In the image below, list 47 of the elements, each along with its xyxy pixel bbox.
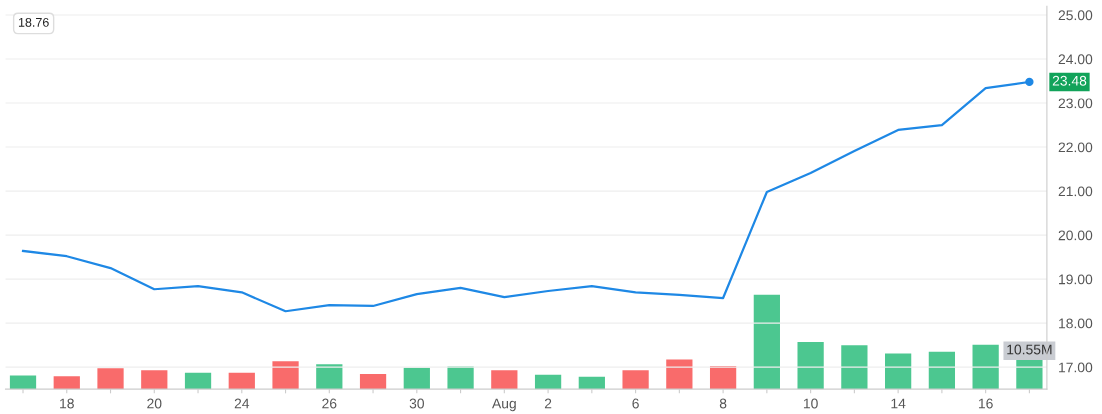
x-tick-label: 16 [978,398,993,409]
x-tick-label: 24 [234,398,250,409]
bar [184,372,212,390]
bar [316,364,343,390]
y-tick-label: 23.00 [1058,98,1093,109]
x-tick-label: 26 [322,398,337,409]
x-tick-label: 18 [60,398,74,409]
bar [447,366,474,390]
bar [228,372,255,390]
x-tick-label: 20 [147,398,162,409]
y-tick-label: 18.00 [1059,318,1093,329]
bar [9,375,37,390]
bar [141,370,168,390]
bar [841,345,868,390]
y-tick-label: 20.00 [1058,230,1093,241]
bar [578,376,605,390]
bar [753,294,780,390]
bar [491,370,518,390]
y-tick-label: 24.00 [1058,54,1093,65]
bar [272,361,299,390]
bar [666,359,693,390]
bar [622,370,649,390]
data-label: 23.48 [1052,75,1087,86]
x-tick-label: Aug [492,398,516,412]
x-tick-label: 14 [891,398,906,409]
bar [928,351,956,390]
x-tick-label: 30 [409,398,424,409]
bar [885,353,912,390]
data-label: 10.55M [1007,344,1052,355]
bar [53,376,80,390]
y-tick-label: 25.00 [1058,10,1093,21]
x-tick-label: 6 [632,398,639,409]
x-tick-label: 10 [803,398,818,409]
y-tick-label: 19.00 [1059,274,1093,285]
bar [403,367,430,390]
y-tick-label: 22.00 [1058,142,1093,153]
x-tick-label: 8 [719,398,727,409]
y-tick-label: 21.00 [1058,186,1093,197]
bar [359,373,387,390]
bar [97,368,124,390]
bar [797,342,824,390]
bar [972,344,999,390]
annotation: 18.76 [18,17,49,27]
bar [534,374,562,390]
y-tick-label: 17.00 [1059,362,1093,373]
x-tick-label: 2 [544,398,552,409]
bar [709,365,737,390]
